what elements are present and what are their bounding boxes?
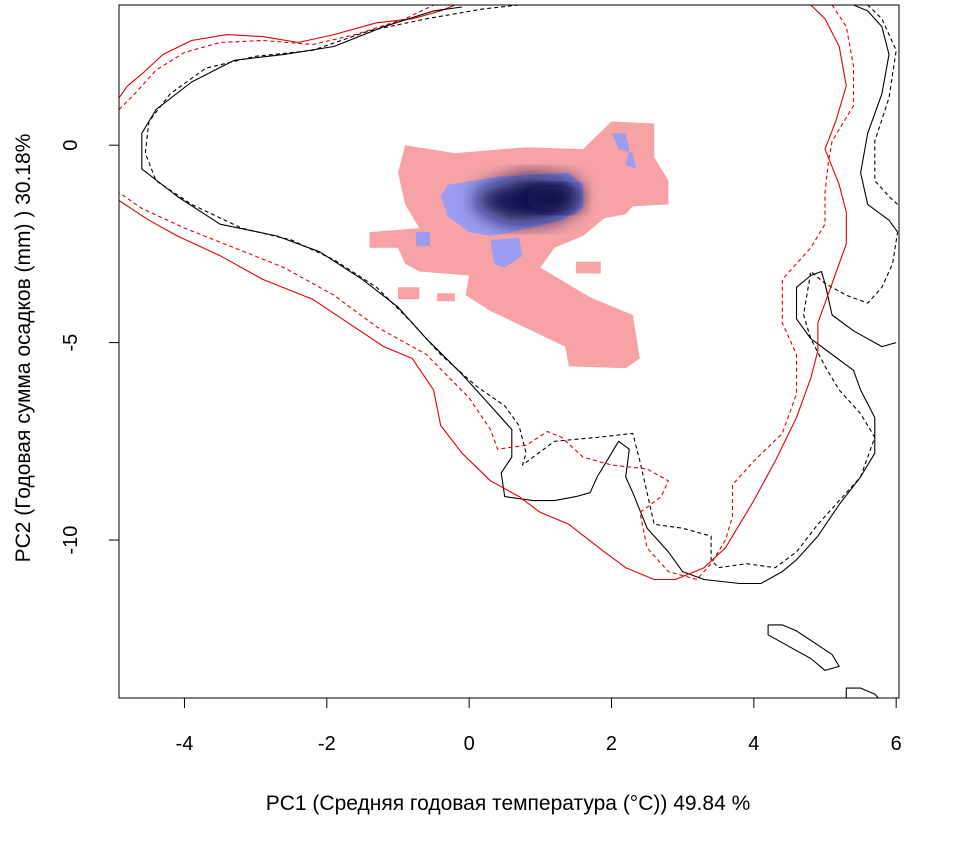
- y-axis-title: PC2 (Годовая сумма осадков (mm) ) 30.18%: [12, 134, 35, 563]
- density-peak: [522, 186, 579, 211]
- density-region-mid: [490, 238, 523, 268]
- contour-black-solid: [845, 687, 879, 698]
- x-tick-label: 4: [748, 733, 759, 755]
- y-tick-label: -5: [60, 334, 82, 352]
- density-region-low: [398, 287, 420, 300]
- y-tick-label: -10: [60, 526, 82, 555]
- x-tick-label: 0: [464, 733, 475, 755]
- contour-black-solid: [853, 5, 899, 233]
- contour-black-dashed: [867, 5, 898, 205]
- x-tick-label: -2: [318, 733, 336, 755]
- density-region-mid: [611, 133, 637, 169]
- x-tick-label: -4: [176, 733, 194, 755]
- density-region-low: [437, 293, 455, 302]
- density-region-low: [575, 261, 601, 274]
- contour-red-dashed: [119, 5, 855, 581]
- contour-red-solid: [119, 5, 456, 99]
- x-tick-label: 6: [891, 733, 902, 755]
- x-axis-title: PC1 (Средняя годовая температура (°C)) 4…: [266, 792, 751, 815]
- contour-red-dashed: [119, 5, 434, 110]
- contour-black-dashed: [144, 5, 899, 569]
- contour-black-solid: [767, 624, 840, 671]
- contour-red-solid: [119, 5, 847, 581]
- x-tick-label: 2: [606, 733, 617, 755]
- density-region-mid: [415, 232, 430, 246]
- y-tick-label: 0: [60, 140, 82, 151]
- plot-background: [119, 5, 899, 698]
